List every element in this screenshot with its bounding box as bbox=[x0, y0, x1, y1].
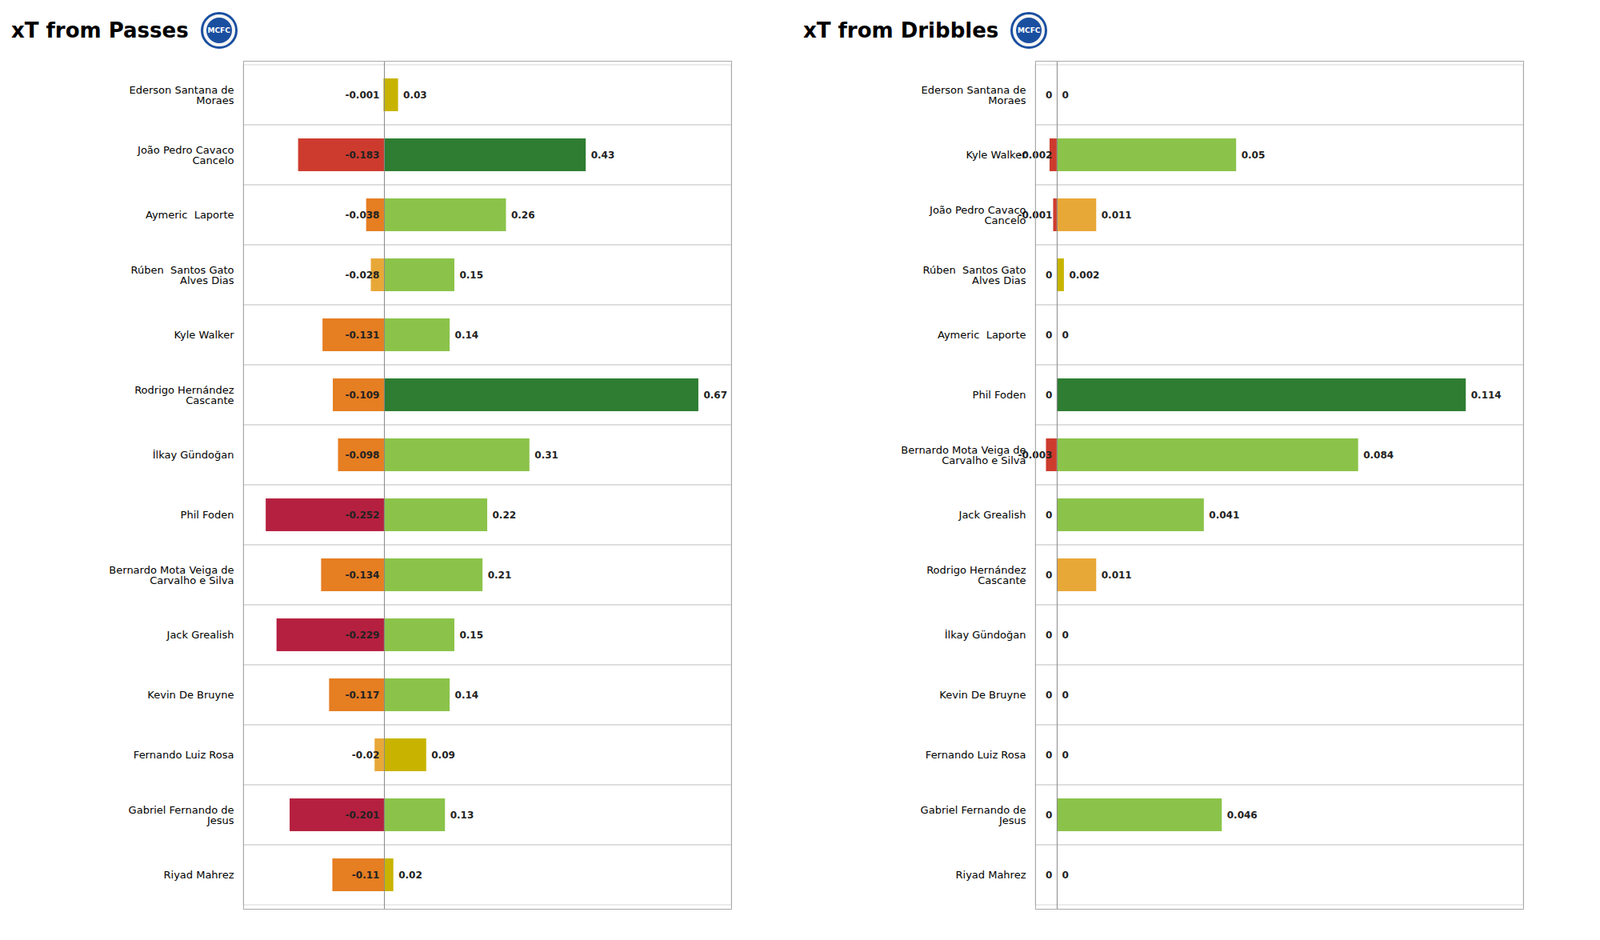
svg-text:İlkay Gündoğan: İlkay Gündoğan bbox=[944, 628, 1027, 641]
svg-text:0: 0 bbox=[1045, 509, 1052, 521]
svg-text:Jack Grealish: Jack Grealish bbox=[166, 628, 235, 641]
svg-text:Gabriel Fernando deJesus: Gabriel Fernando deJesus bbox=[920, 804, 1027, 827]
svg-text:0: 0 bbox=[1045, 869, 1052, 881]
svg-text:Rodrigo HernándezCascante: Rodrigo HernándezCascante bbox=[926, 564, 1027, 587]
svg-text:0: 0 bbox=[1045, 89, 1052, 101]
svg-text:-0.131: -0.131 bbox=[345, 329, 380, 341]
svg-text:-0.201: -0.201 bbox=[345, 809, 380, 821]
svg-text:0.05: 0.05 bbox=[1241, 149, 1266, 161]
svg-text:Ederson Santana deMoraes: Ederson Santana deMoraes bbox=[920, 84, 1026, 107]
svg-text:João Pedro CavacoCancelo: João Pedro CavacoCancelo bbox=[136, 144, 234, 167]
svg-text:İlkay Gündoğan: İlkay Gündoğan bbox=[152, 448, 235, 461]
svg-text:0.15: 0.15 bbox=[459, 269, 484, 281]
svg-text:-0.002: -0.002 bbox=[1018, 149, 1053, 161]
svg-text:0.114: 0.114 bbox=[1471, 389, 1502, 401]
svg-text:Riyad Mahrez: Riyad Mahrez bbox=[956, 868, 1027, 881]
svg-text:0: 0 bbox=[1045, 629, 1052, 641]
svg-text:Ederson Santana deMoraes: Ederson Santana deMoraes bbox=[128, 84, 234, 107]
svg-text:0: 0 bbox=[1045, 689, 1052, 701]
svg-text:-0.001: -0.001 bbox=[1018, 209, 1053, 221]
svg-text:0.21: 0.21 bbox=[488, 569, 512, 581]
svg-text:Phil Foden: Phil Foden bbox=[180, 508, 235, 521]
html-text:xT from Passes: xT from Passes bbox=[11, 18, 189, 43]
svg-text:0: 0 bbox=[1045, 329, 1052, 341]
svg-text:-0.134: -0.134 bbox=[345, 569, 380, 581]
svg-text:Rodrigo HernándezCascante: Rodrigo HernándezCascante bbox=[134, 384, 235, 407]
svg-text:0: 0 bbox=[1045, 389, 1052, 401]
svg-text:0: 0 bbox=[1061, 869, 1068, 881]
svg-text:0.22: 0.22 bbox=[492, 509, 517, 521]
svg-text:Rúben Santos GatoAlves Dias: Rúben Santos GatoAlves Dias bbox=[923, 264, 1027, 287]
svg-text:0.31: 0.31 bbox=[534, 449, 559, 461]
html-text:MCFC: MCFC bbox=[1017, 26, 1041, 35]
svg-text:0.26: 0.26 bbox=[511, 209, 536, 221]
svg-text:0: 0 bbox=[1061, 629, 1068, 641]
svg-text:0: 0 bbox=[1061, 689, 1068, 701]
svg-text:Kevin De Bruyne: Kevin De Bruyne bbox=[147, 688, 234, 701]
svg-text:Bernardo Mota Veiga deCarvalho: Bernardo Mota Veiga deCarvalho e Silva bbox=[108, 564, 234, 587]
html-text:MCFC: MCFC bbox=[207, 26, 231, 35]
svg-text:Aymeric Laporte: Aymeric Laporte bbox=[937, 328, 1027, 341]
svg-text:-0.183: -0.183 bbox=[345, 149, 380, 161]
svg-text:0: 0 bbox=[1061, 329, 1068, 341]
svg-text:-0.001: -0.001 bbox=[345, 89, 380, 101]
svg-text:0: 0 bbox=[1061, 749, 1068, 761]
html-text:xT from Dribbles: xT from Dribbles bbox=[803, 18, 999, 43]
svg-text:0.09: 0.09 bbox=[431, 749, 456, 761]
svg-text:0.03: 0.03 bbox=[403, 89, 428, 101]
svg-text:Jack Grealish: Jack Grealish bbox=[958, 508, 1027, 521]
svg-text:0.046: 0.046 bbox=[1227, 809, 1258, 821]
svg-text:-0.003: -0.003 bbox=[1018, 449, 1053, 461]
svg-text:0.14: 0.14 bbox=[455, 689, 480, 701]
svg-text:Kyle Walker: Kyle Walker bbox=[965, 148, 1027, 161]
svg-text:Riyad Mahrez: Riyad Mahrez bbox=[164, 868, 235, 881]
svg-text:0.002: 0.002 bbox=[1068, 269, 1100, 281]
svg-text:-0.252: -0.252 bbox=[345, 509, 380, 521]
svg-text:0: 0 bbox=[1045, 569, 1052, 581]
svg-text:Kevin De Bruyne: Kevin De Bruyne bbox=[939, 688, 1026, 701]
svg-text:-0.117: -0.117 bbox=[345, 689, 380, 701]
svg-text:-0.098: -0.098 bbox=[345, 449, 380, 461]
svg-text:Fernando Luiz Rosa: Fernando Luiz Rosa bbox=[133, 748, 235, 761]
svg-text:Kyle Walker: Kyle Walker bbox=[173, 328, 235, 341]
svg-text:0.15: 0.15 bbox=[459, 629, 484, 641]
svg-text:0.041: 0.041 bbox=[1208, 509, 1240, 521]
svg-text:0.084: 0.084 bbox=[1363, 449, 1394, 461]
svg-text:0.43: 0.43 bbox=[591, 149, 616, 161]
svg-text:0: 0 bbox=[1045, 809, 1052, 821]
svg-text:0: 0 bbox=[1045, 269, 1052, 281]
svg-text:0.14: 0.14 bbox=[455, 329, 480, 341]
svg-text:-0.229: -0.229 bbox=[345, 629, 380, 641]
svg-text:-0.109: -0.109 bbox=[345, 389, 380, 401]
svg-text:Phil Foden: Phil Foden bbox=[972, 388, 1027, 401]
svg-text:-0.02: -0.02 bbox=[352, 749, 380, 761]
svg-text:0.67: 0.67 bbox=[703, 389, 728, 401]
svg-text:0: 0 bbox=[1045, 749, 1052, 761]
svg-text:Aymeric Laporte: Aymeric Laporte bbox=[145, 208, 235, 221]
svg-text:-0.028: -0.028 bbox=[345, 269, 380, 281]
svg-text:0.011: 0.011 bbox=[1101, 569, 1132, 581]
svg-text:Bernardo Mota Veiga deCarvalho: Bernardo Mota Veiga deCarvalho e Silva bbox=[900, 444, 1026, 467]
svg-text:João Pedro CavacoCancelo: João Pedro CavacoCancelo bbox=[928, 204, 1026, 227]
svg-text:0.13: 0.13 bbox=[450, 809, 475, 821]
svg-text:0: 0 bbox=[1061, 89, 1068, 101]
svg-text:Rúben Santos GatoAlves Dias: Rúben Santos GatoAlves Dias bbox=[131, 264, 235, 287]
svg-text:Gabriel Fernando deJesus: Gabriel Fernando deJesus bbox=[128, 804, 235, 827]
svg-text:0.02: 0.02 bbox=[398, 869, 423, 881]
svg-text:0.011: 0.011 bbox=[1101, 209, 1132, 221]
svg-text:Fernando Luiz Rosa: Fernando Luiz Rosa bbox=[925, 748, 1027, 761]
svg-text:-0.11: -0.11 bbox=[352, 869, 380, 881]
svg-text:-0.038: -0.038 bbox=[345, 209, 380, 221]
